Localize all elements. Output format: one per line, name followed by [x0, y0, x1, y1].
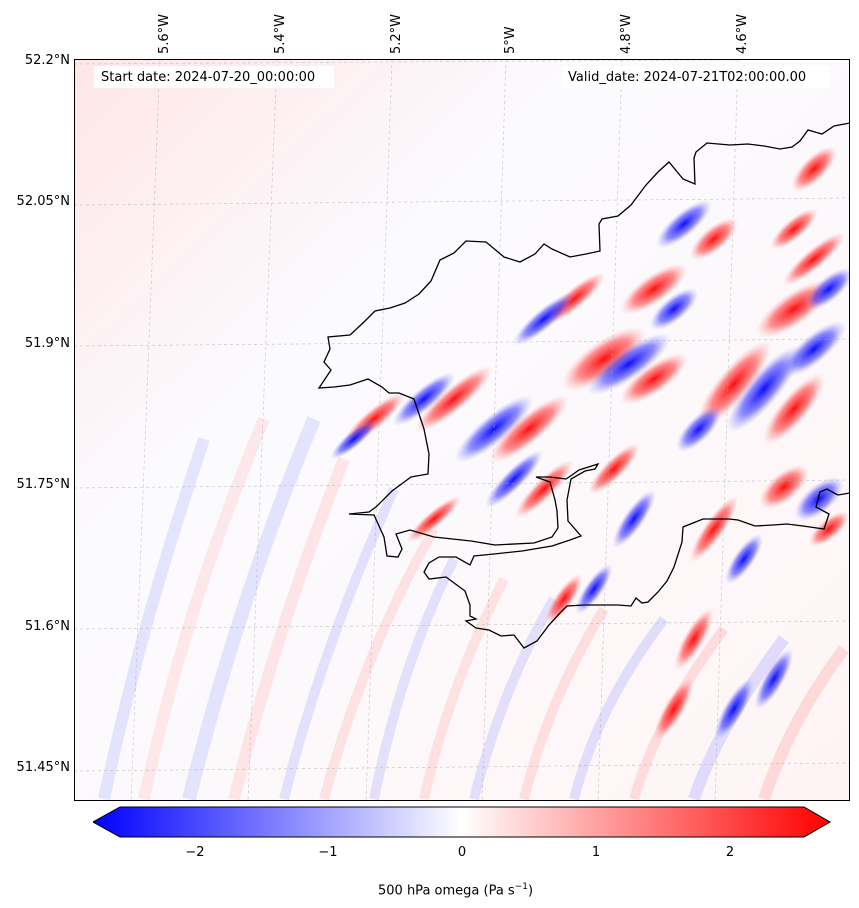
valid-date-label: Valid_date: 2024-07-21T02:00:00.00: [568, 70, 807, 85]
lon-label-5-6: 5.6°W: [157, 13, 172, 54]
colorbar-tick-2: 2: [725, 845, 735, 860]
lat-label-52-2: 52.2°N: [24, 53, 70, 68]
map-panel: [74, 59, 850, 801]
lat-label-51-6: 51.6°N: [24, 619, 70, 634]
lon-label-4-8: 4.8°W: [619, 13, 634, 54]
map-frame: [74, 59, 850, 801]
colorbar: [93, 806, 831, 838]
omega-streaks-west: [98, 416, 849, 801]
start-date-label: Start date: 2024-07-20_00:00:00: [101, 70, 316, 85]
valid-date-box: [562, 66, 830, 88]
start-date-box: [94, 66, 334, 88]
lon-label-5-4: 5.4°W: [273, 13, 288, 54]
omega-bands: [330, 146, 850, 740]
lon-label-5: 5°W: [503, 26, 518, 54]
colorbar-tick-0: 0: [457, 845, 467, 860]
colorbar-tick--2: −2: [185, 845, 205, 860]
graticule: [74, 59, 850, 801]
lat-label-51-9: 51.9°N: [24, 336, 70, 351]
colorbar-tick--1: −1: [318, 845, 338, 860]
lat-label-51-75: 51.75°N: [16, 477, 70, 492]
map-background: [74, 59, 850, 801]
coastline: [317, 122, 850, 649]
lat-label-52-05: 52.05°N: [16, 194, 70, 209]
colorbar-label: 500 hPa omega (Pa s−1): [378, 882, 534, 899]
colorbar-tick-1: 1: [591, 845, 601, 860]
lon-label-5-2: 5.2°W: [389, 13, 404, 54]
lat-label-51-45: 51.45°N: [16, 760, 70, 775]
lon-label-4-6: 4.6°W: [735, 13, 750, 54]
